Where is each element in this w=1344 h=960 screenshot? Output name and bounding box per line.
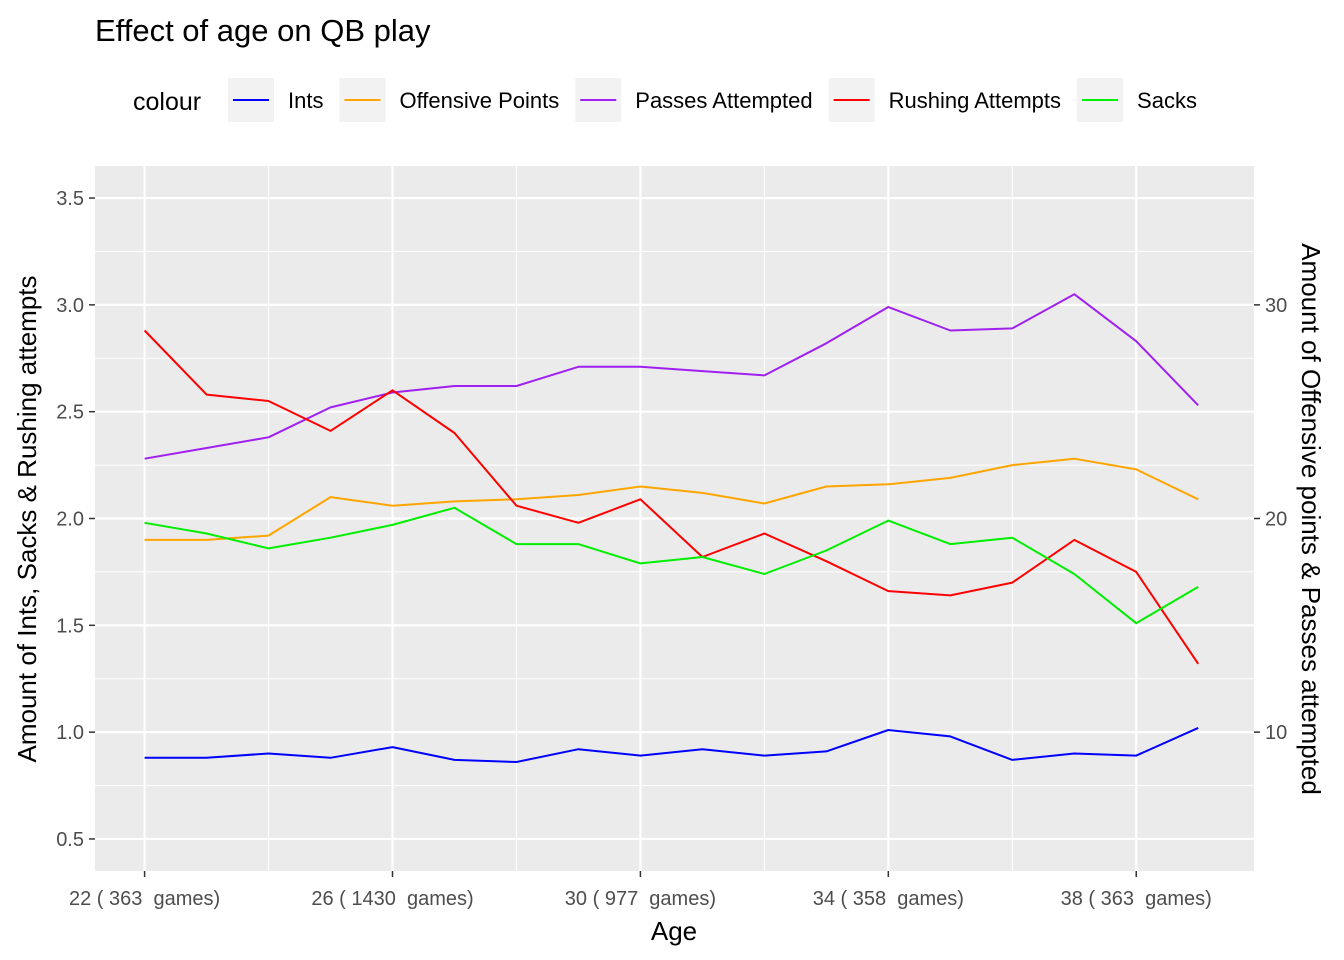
legend-label: Rushing Attempts	[889, 88, 1061, 113]
series-line-rushing-attempts	[143, 329, 1200, 665]
y-left-tick-label: 2.0	[56, 509, 84, 531]
y-left-tick-label: 1.5	[56, 615, 84, 637]
legend-label: Sacks	[1137, 88, 1197, 113]
x-tick-label: 30 ( 977 games)	[565, 888, 716, 910]
legend-label: Ints	[288, 88, 323, 113]
series-line-sacks	[144, 506, 1199, 625]
y-axis-left-title: Amount of Ints, Sacks & Rushing attempts	[12, 275, 42, 762]
y-right-tick-label: 10	[1265, 722, 1287, 744]
x-axis-title: Age	[651, 916, 697, 946]
legend: colour Ints Offensive Points Passes Attemp…	[133, 78, 1197, 122]
y-left-tick-label: 3.5	[56, 188, 84, 210]
legend-label: Offensive Points	[399, 88, 559, 113]
y-left-tick-label: 0.5	[56, 829, 84, 851]
legend-item-ints: Ints	[228, 78, 323, 122]
legend-item-rushing-attempts: Rushing Attempts	[828, 78, 1061, 122]
series-lines	[143, 293, 1200, 763]
y-left-tick-label: 1.0	[56, 722, 84, 744]
legend-label: Passes Attempted	[635, 88, 812, 113]
legend-item-offensive-points: Offensive Points	[339, 78, 559, 122]
x-tick-label: 38 ( 363 games)	[1061, 888, 1212, 910]
y-axis-right-title: Amount of Offensive points & Passes atte…	[1296, 243, 1326, 795]
y-left-tick-label: 3.0	[56, 295, 84, 317]
legend-item-sacks: Sacks	[1077, 78, 1197, 122]
x-tick-label: 26 ( 1430 games)	[311, 888, 473, 910]
chart-title: Effect of age on QB play	[95, 13, 431, 48]
legend-title: colour	[133, 88, 201, 116]
series-line-passes-attempted	[144, 293, 1199, 460]
series-line-offensive-points	[144, 457, 1199, 541]
y-left-tick-label: 2.5	[56, 402, 84, 424]
x-tick-label: 34 ( 358 games)	[813, 888, 964, 910]
series-line-ints	[144, 726, 1199, 763]
y-right-tick-label: 20	[1265, 509, 1287, 531]
x-tick-label: 22 ( 363 games)	[69, 888, 220, 910]
legend-item-passes-attempted: Passes Attempted	[575, 78, 813, 122]
axes: 0.5 1.0 1.5 2.0 2.5 3.0 3.5 10 20 30 22 ( 363 game…	[56, 188, 1287, 910]
gridlines	[95, 166, 1254, 871]
y-right-tick-label: 30	[1265, 295, 1287, 317]
